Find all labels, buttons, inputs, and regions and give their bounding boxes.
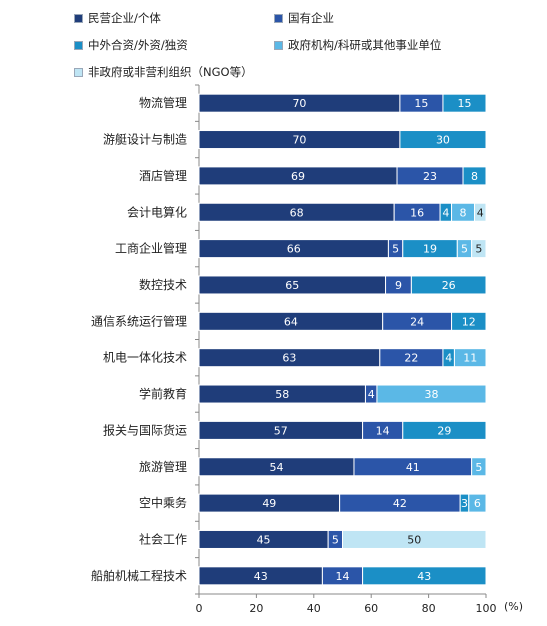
- data-label: 15: [414, 97, 428, 110]
- category-label: 旅游管理: [139, 459, 187, 474]
- data-label: 50: [407, 533, 421, 546]
- data-label: 26: [442, 279, 456, 292]
- bar-segment: [462, 166, 487, 186]
- data-label: 24: [410, 315, 424, 328]
- data-label: 14: [336, 570, 350, 583]
- data-label: 68: [290, 206, 304, 219]
- x-tick-label: 0: [196, 602, 203, 615]
- bar-segment: [376, 384, 487, 404]
- data-label: 6: [474, 497, 481, 510]
- data-label: 29: [437, 424, 451, 437]
- bar-segment: [468, 493, 487, 513]
- data-label: 43: [254, 570, 268, 583]
- x-unit-label: (%): [504, 600, 523, 613]
- data-label: 49: [262, 497, 276, 510]
- data-label: 30: [436, 134, 450, 147]
- data-label: 4: [368, 388, 375, 401]
- category-label: 空中乘务: [139, 495, 187, 510]
- data-label: 19: [423, 243, 437, 256]
- bar-segment: [362, 566, 487, 586]
- data-label: 5: [392, 243, 399, 256]
- data-label: 22: [404, 352, 418, 365]
- data-label: 4: [445, 352, 452, 365]
- data-label: 54: [269, 461, 283, 474]
- data-label: 8: [471, 170, 478, 183]
- data-label: 3: [461, 497, 468, 510]
- data-label: 42: [393, 497, 407, 510]
- legend-swatch: [274, 40, 283, 50]
- legend-item-0: 民营企业/个体: [74, 10, 161, 26]
- data-label: 8: [460, 206, 467, 219]
- category-label: 会计电算化: [127, 204, 187, 219]
- data-label: 23: [423, 170, 437, 183]
- bar-segment: [442, 93, 487, 113]
- data-label: 66: [287, 243, 301, 256]
- data-label: 5: [461, 243, 468, 256]
- category-label: 船舶机械工程技术: [91, 568, 187, 583]
- x-tick-label: 60: [364, 602, 378, 615]
- legend-label: 国有企业: [288, 11, 334, 25]
- data-label: 4: [477, 206, 484, 219]
- category-label: 学前教育: [139, 386, 187, 401]
- legend-item-3: 政府机构/科研或其他事业单位: [274, 37, 441, 53]
- data-label: 11: [463, 352, 477, 365]
- data-label: 70: [292, 134, 306, 147]
- bar-segment: [471, 239, 487, 259]
- category-label: 工商企业管理: [115, 241, 187, 256]
- legend-swatch: [274, 13, 283, 23]
- data-label: 41: [406, 461, 420, 474]
- data-label: 5: [332, 533, 339, 546]
- data-label: 64: [284, 315, 298, 328]
- category-label: 通信系统运行管理: [91, 313, 187, 328]
- data-label: 5: [475, 461, 482, 474]
- x-tick-label: 40: [307, 602, 321, 615]
- bar-segment: [451, 311, 487, 331]
- data-label: 16: [410, 206, 424, 219]
- category-label: 社会工作: [139, 531, 187, 546]
- data-label: 4: [442, 206, 449, 219]
- legend-label: 中外合资/外资/独资: [88, 38, 188, 52]
- legend-label: 非政府或非营利组织（NGO等）: [88, 65, 253, 79]
- legend-item-2: 中外合资/外资/独资: [74, 37, 188, 53]
- data-label: 57: [274, 424, 288, 437]
- bar-segment: [402, 420, 487, 440]
- x-tick-label: 100: [476, 602, 497, 615]
- category-label: 游艇设计与制造: [103, 133, 187, 147]
- category-label: 物流管理: [139, 95, 187, 110]
- legend-swatch: [74, 13, 83, 23]
- data-label: 14: [376, 424, 390, 437]
- data-label: 12: [462, 315, 476, 328]
- legend-swatch: [74, 67, 83, 77]
- category-label: 报关与国际货运: [103, 422, 187, 437]
- category-label: 酒店管理: [139, 168, 187, 183]
- bar-segment: [410, 275, 487, 295]
- bar-segment: [399, 130, 487, 150]
- legend-item-4: 非政府或非营利组织（NGO等）: [74, 64, 253, 80]
- legend-item-1: 国有企业: [274, 10, 334, 26]
- data-label: 5: [475, 243, 482, 256]
- data-label: 38: [424, 388, 438, 401]
- data-label: 63: [282, 352, 296, 365]
- bar-segment: [453, 348, 487, 368]
- data-label: 15: [457, 97, 471, 110]
- category-label: 机电一体化技术: [103, 351, 187, 365]
- data-label: 70: [292, 97, 306, 110]
- legend-swatch: [74, 40, 83, 50]
- data-label: 65: [285, 279, 299, 292]
- bar-segment: [474, 202, 487, 222]
- bar-segment: [342, 529, 487, 549]
- data-label: 9: [395, 279, 402, 292]
- legend-label: 民营企业/个体: [88, 11, 161, 25]
- bar-segment: [471, 457, 487, 477]
- category-label: 数控技术: [139, 277, 187, 292]
- data-label: 43: [417, 570, 431, 583]
- x-tick-label: 80: [422, 602, 436, 615]
- data-label: 69: [291, 170, 305, 183]
- legend-label: 政府机构/科研或其他事业单位: [288, 38, 442, 52]
- data-label: 45: [257, 533, 271, 546]
- data-label: 58: [275, 388, 289, 401]
- x-tick-label: 20: [249, 602, 263, 615]
